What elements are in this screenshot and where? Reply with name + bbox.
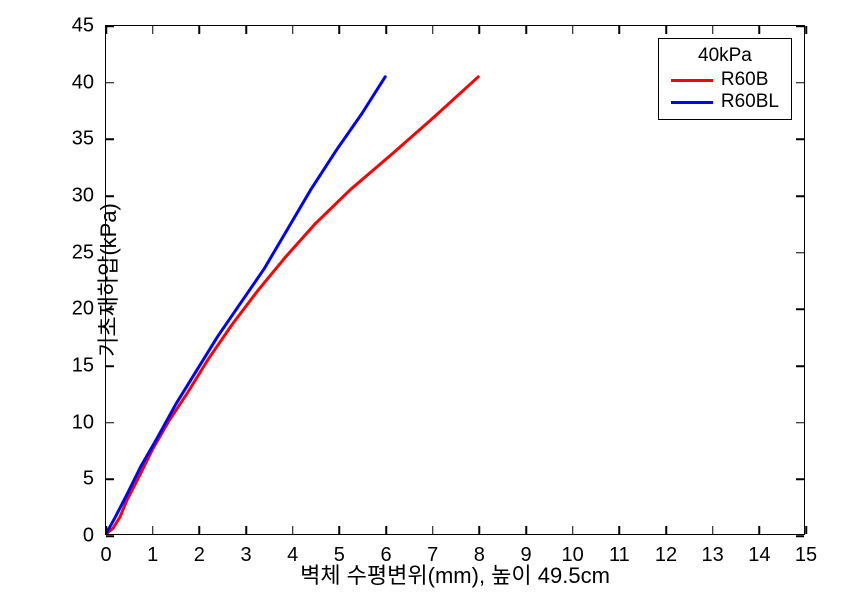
y-tick [796, 25, 804, 27]
x-tick [665, 26, 667, 34]
x-tick-label: 12 [655, 544, 677, 567]
x-tick [619, 26, 621, 34]
x-tick [105, 26, 107, 34]
y-tick-label: 35 [72, 128, 94, 151]
x-tick [525, 26, 527, 34]
y-tick [106, 82, 114, 84]
x-tick [385, 526, 387, 534]
y-tick [106, 535, 114, 537]
x-tick [759, 26, 761, 34]
x-tick [432, 526, 434, 534]
y-tick [106, 25, 114, 27]
x-tick-label: 3 [240, 544, 251, 567]
x-tick [292, 526, 294, 534]
x-tick-label: 0 [100, 544, 111, 567]
x-tick [152, 526, 154, 534]
x-tick [479, 526, 481, 534]
legend-item-r60bl: R60BL [671, 91, 779, 113]
y-tick [106, 479, 114, 481]
y-tick [796, 309, 804, 311]
x-tick [385, 26, 387, 34]
x-tick-label: 2 [194, 544, 205, 567]
x-tick-label: 14 [748, 544, 770, 567]
x-axis-label: 벽체 수평변위(mm), 높이 49.5cm [300, 558, 610, 590]
y-tick [106, 422, 114, 424]
y-tick [106, 139, 114, 141]
y-tick [796, 365, 804, 367]
x-tick [339, 26, 341, 34]
legend-label-r60bl: R60BL [721, 91, 779, 113]
x-tick [665, 526, 667, 534]
legend-label-r60b: R60B [721, 69, 769, 91]
legend-item-r60b: R60B [671, 69, 779, 91]
series-R60BL [106, 77, 385, 534]
x-tick-label: 4 [287, 544, 298, 567]
x-tick [712, 526, 714, 534]
x-tick [152, 26, 154, 34]
y-tick-label: 15 [72, 355, 94, 378]
y-tick [796, 195, 804, 197]
x-tick-label: 15 [795, 544, 817, 567]
y-tick [796, 535, 804, 537]
x-tick-label: 11 [609, 544, 630, 567]
y-axis-label: 기초재하압(kPa) [91, 203, 123, 357]
y-tick [796, 139, 804, 141]
y-tick-label: 0 [83, 525, 94, 548]
x-tick [805, 26, 807, 34]
x-tick [572, 526, 574, 534]
y-tick [796, 422, 804, 424]
y-tick-label: 5 [83, 468, 94, 491]
series-R60B [106, 77, 478, 534]
y-tick [796, 479, 804, 481]
x-tick-label: 1 [147, 544, 158, 567]
y-tick [106, 195, 114, 197]
x-tick [479, 26, 481, 34]
x-tick [245, 526, 247, 534]
legend-swatch-r60bl [671, 101, 713, 104]
y-tick [796, 82, 804, 84]
x-tick [245, 26, 247, 34]
legend: 40kPa R60B R60BL [658, 38, 792, 120]
plot-area: 40kPa R60B R60BL 01234567891011121314150… [105, 25, 805, 535]
x-tick [572, 26, 574, 34]
x-tick [805, 526, 807, 534]
y-tick-label: 40 [72, 71, 94, 94]
x-tick [712, 26, 714, 34]
y-tick-label: 10 [72, 411, 94, 434]
x-tick [525, 526, 527, 534]
x-tick [759, 526, 761, 534]
y-tick [106, 365, 114, 367]
y-tick [796, 252, 804, 254]
x-tick [105, 526, 107, 534]
x-tick-label: 13 [702, 544, 724, 567]
chart-container: 40kPa R60B R60BL 01234567891011121314150… [105, 25, 805, 535]
x-tick [292, 26, 294, 34]
y-tick-label: 45 [72, 15, 94, 38]
x-tick [199, 526, 201, 534]
x-tick [619, 526, 621, 534]
legend-swatch-r60b [671, 79, 713, 82]
legend-title: 40kPa [671, 45, 779, 67]
x-tick [432, 26, 434, 34]
x-tick [339, 526, 341, 534]
x-tick [199, 26, 201, 34]
